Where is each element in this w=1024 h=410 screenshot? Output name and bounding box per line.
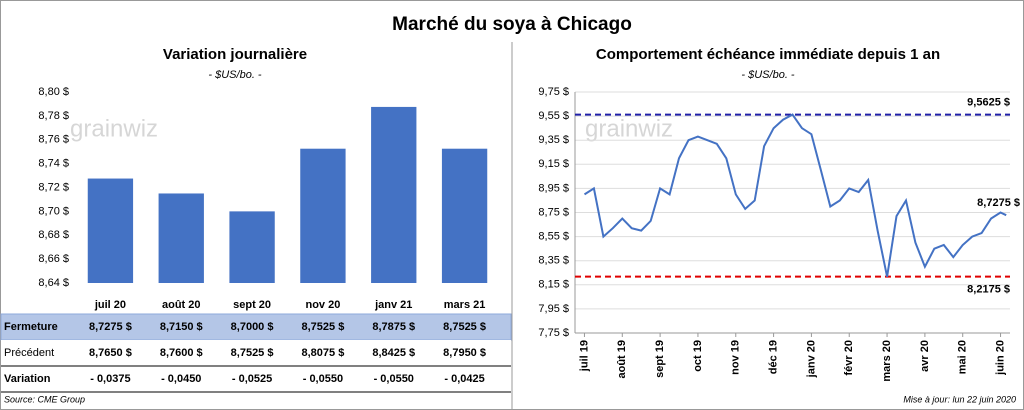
table-cell: 8,8075 $ (302, 347, 345, 359)
reference-label: 9,5625 $ (967, 97, 1010, 109)
y-tick-label: 8,72 $ (38, 181, 69, 193)
y-tick-label: 8,76 $ (38, 134, 69, 146)
table-row (1, 366, 511, 392)
row-label: Fermeture (4, 321, 58, 333)
bar (229, 211, 275, 283)
bar (441, 148, 488, 283)
table-row (0, 313, 512, 341)
x-tick-label: déc 19 (767, 340, 779, 374)
last-value-label: 8,7275 $ (977, 197, 1020, 209)
table-cell: 8,7525 $ (302, 321, 345, 333)
row-label: Variation (4, 373, 51, 385)
line-series (583, 113, 1007, 277)
y-tick-label: 8,78 $ (38, 110, 69, 122)
table-cell: 8,7000 $ (231, 321, 274, 333)
table-cell: - 0,0550 (303, 373, 343, 385)
y-tick-label: 8,68 $ (38, 229, 69, 241)
y-tick-label: 8,35 $ (538, 255, 569, 267)
y-tick-label: 9,15 $ (538, 158, 569, 170)
x-tick-label: mai 20 (957, 340, 969, 374)
chart-subtitle: - $US/bo. - (208, 69, 262, 81)
logo: grainwiz (70, 115, 158, 142)
y-tick-label: 9,35 $ (538, 134, 569, 146)
x-tick-label: nov 20 (305, 299, 340, 311)
y-tick-label: 8,64 $ (38, 277, 69, 289)
bar (87, 178, 134, 283)
chart-title: Variation journalière (163, 46, 307, 63)
table-cell: - 0,0375 (90, 373, 130, 385)
x-tick-label: juil 20 (94, 299, 126, 311)
source: Source: CME Group (4, 394, 85, 404)
y-tick-label: 9,75 $ (538, 86, 569, 98)
x-tick-label: sept 19 (654, 340, 666, 378)
table-cell: 8,8425 $ (372, 347, 415, 359)
y-tick-label: 9,55 $ (538, 110, 569, 122)
table-cell: 8,7150 $ (160, 321, 203, 333)
table-cell: - 0,0525 (232, 373, 272, 385)
x-tick-label: sept 20 (233, 299, 271, 311)
bar (300, 148, 346, 283)
x-tick-label: mars 21 (444, 299, 486, 311)
y-tick-label: 8,75 $ (538, 206, 569, 218)
table-cell: 8,7600 $ (160, 347, 203, 359)
table-cell: - 0,0425 (444, 373, 484, 385)
page-title: Marché du soya à Chicago (392, 14, 632, 35)
updated: Mise à jour: lun 22 juin 2020 (903, 394, 1016, 404)
y-tick-label: 8,95 $ (538, 182, 569, 194)
y-tick-label: 8,55 $ (538, 231, 569, 243)
x-tick-label: mars 20 (881, 340, 893, 382)
table-cell: 8,7650 $ (89, 347, 132, 359)
table-cell: 8,7525 $ (443, 321, 486, 333)
y-tick-label: 8,15 $ (538, 279, 569, 291)
table-cell: - 0,0550 (374, 373, 414, 385)
table-cell: 8,7275 $ (89, 321, 132, 333)
table-cell: 8,7525 $ (231, 347, 274, 359)
x-tick-label: juil 19 (578, 340, 590, 372)
reference-label: 8,2175 $ (967, 284, 1010, 296)
table-row (1, 340, 511, 366)
x-tick-label: août 19 (616, 340, 628, 379)
y-tick-label: 8,80 $ (38, 86, 69, 98)
x-tick-label: juin 20 (994, 340, 1006, 376)
table-cell: 8,7950 $ (443, 347, 486, 359)
table-cell: 8,7875 $ (372, 321, 415, 333)
bar (371, 106, 417, 283)
x-tick-label: janv 20 (805, 340, 817, 378)
x-tick-label: nov 19 (730, 340, 742, 375)
row-label: Précédent (4, 347, 54, 359)
x-tick-label: avr 20 (919, 340, 931, 372)
table-cell: - 0,0450 (161, 373, 201, 385)
y-tick-label: 8,70 $ (38, 205, 69, 217)
y-tick-label: 7,95 $ (538, 303, 569, 315)
x-tick-label: août 20 (162, 299, 201, 311)
chart-title: Comportement échéance immédiate depuis 1… (596, 46, 940, 63)
x-tick-label: janv 21 (374, 299, 412, 311)
logo: grainwiz (585, 115, 673, 142)
x-tick-label: févr 20 (843, 340, 855, 375)
chart-subtitle: - $US/bo. - (741, 69, 795, 81)
x-tick-label: oct 19 (692, 340, 704, 372)
y-tick-label: 7,75 $ (538, 327, 569, 339)
bar (158, 193, 204, 283)
y-tick-label: 8,74 $ (38, 158, 69, 170)
y-tick-label: 8,66 $ (38, 253, 69, 265)
